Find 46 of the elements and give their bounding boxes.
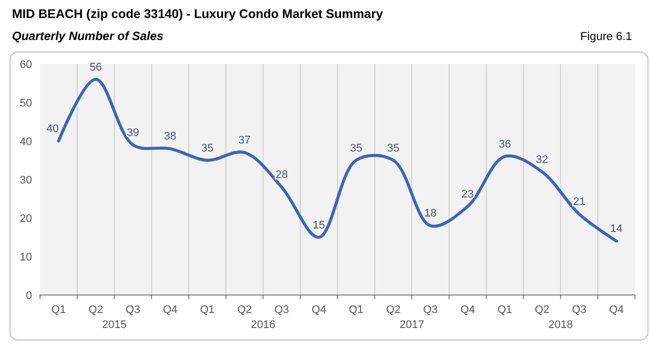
- x-tick-label: Q1: [498, 304, 512, 316]
- y-tick-label: 40: [20, 136, 32, 148]
- data-label: 39: [126, 126, 140, 139]
- data-label: 32: [536, 154, 548, 166]
- x-tick-label: Q3: [126, 304, 140, 316]
- data-label: 15: [312, 219, 326, 232]
- y-tick-label: 60: [20, 59, 32, 71]
- x-tick-label: Q1: [348, 304, 364, 316]
- x-tick-label: Q3: [572, 304, 587, 316]
- chart-subtitle: Quarterly Number of Sales: [12, 29, 164, 43]
- data-label: 23: [462, 188, 474, 200]
- x-tick-label: Q2: [386, 304, 401, 316]
- text: 2017: [400, 319, 424, 331]
- x-tick-label: Q4: [312, 304, 326, 316]
- data-label: 38: [164, 130, 176, 143]
- x-tick-label: Q1: [200, 304, 215, 316]
- x-tick-label: Q2: [237, 304, 252, 316]
- x-tick-label: Q2: [88, 304, 104, 316]
- data-label: 35: [201, 142, 214, 154]
- text: 2018: [548, 319, 573, 331]
- y-tick-label: 30: [20, 174, 32, 186]
- x-tick-label: Q4: [609, 304, 624, 316]
- text: 2016: [250, 319, 276, 331]
- x-tick-label: Q4: [162, 304, 178, 316]
- data-label: 40: [46, 123, 59, 135]
- y-tick-label: 10: [20, 252, 32, 264]
- x-tick-label: Q1: [51, 304, 66, 316]
- data-label: 14: [610, 223, 623, 236]
- caption: Figure 6.1: [580, 31, 632, 43]
- x-tick-label: Q3: [423, 304, 438, 316]
- data-label: 28: [276, 169, 288, 182]
- data-label: 35: [387, 142, 400, 154]
- x-tick-label: Q3: [274, 304, 290, 316]
- data-label: 35: [350, 142, 362, 154]
- text: 2015: [102, 319, 127, 331]
- data-label: 18: [424, 208, 437, 220]
- x-tick-label: Q2: [534, 304, 550, 316]
- data-label: 21: [573, 196, 586, 208]
- x-tick-label: Q4: [460, 304, 475, 316]
- y-tick-label: 0: [26, 290, 32, 302]
- chart-title: MID BEACH (zip code 33140) - Luxury Condo Market Summary: [12, 7, 383, 21]
- data-label: 37: [238, 134, 251, 147]
- data-label: 56: [90, 61, 102, 74]
- data-label: 36: [498, 138, 511, 150]
- y-tick-label: 20: [20, 213, 32, 225]
- y-tick-label: 50: [20, 98, 32, 110]
